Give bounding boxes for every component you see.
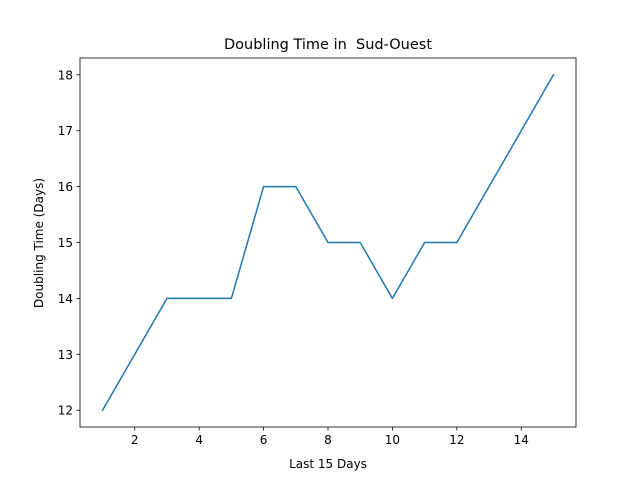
y-tick-label: 16 (58, 180, 73, 194)
y-tick-label: 18 (58, 68, 73, 82)
x-tick-label: 2 (131, 433, 139, 447)
x-axis-label: Last 15 Days (289, 457, 367, 471)
y-axis: 12 13 14 15 16 17 18 (58, 68, 80, 418)
y-tick-label: 17 (58, 124, 73, 138)
y-tick-label: 15 (58, 236, 73, 250)
x-tick-label: 12 (449, 433, 464, 447)
x-axis: 2 4 6 8 10 12 14 (131, 427, 529, 447)
x-tick-label: 4 (195, 433, 203, 447)
x-tick-label: 10 (385, 433, 400, 447)
series-line-0 (101, 73, 555, 412)
x-tick-label: 8 (324, 433, 332, 447)
y-tick-label: 13 (58, 348, 73, 362)
x-tick-label: 14 (514, 433, 529, 447)
chart-title: Doubling Time in Sud-Ouest (224, 37, 432, 53)
y-tick-label: 14 (58, 292, 73, 306)
x-tick-label: 6 (260, 433, 268, 447)
y-axis-label: Doubling Time (Days) (32, 178, 46, 308)
y-tick-label: 12 (58, 404, 73, 418)
